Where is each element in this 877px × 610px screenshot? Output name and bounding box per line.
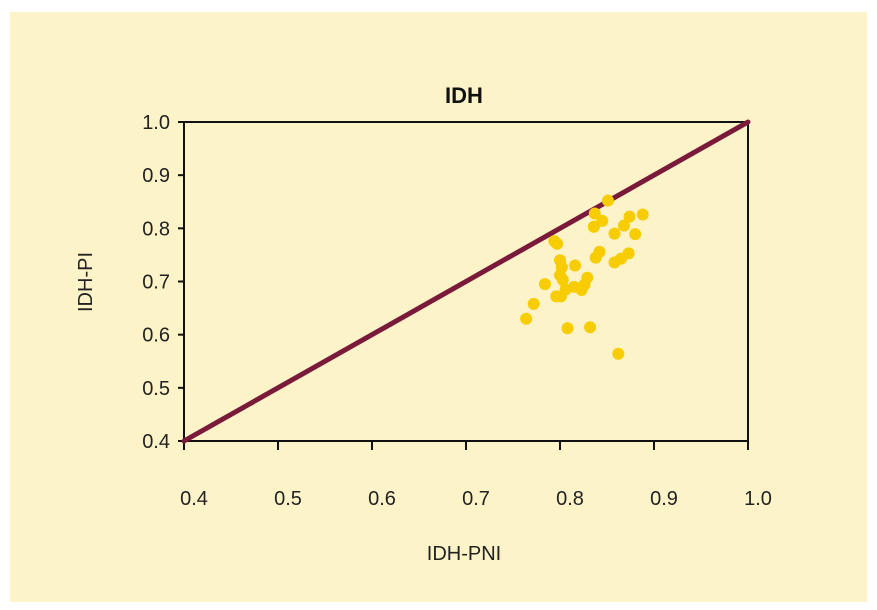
data-point	[561, 322, 574, 335]
y-tick-label: 0.5	[142, 378, 170, 400]
data-point	[556, 273, 569, 286]
data-point	[623, 210, 636, 223]
data-point	[554, 290, 567, 303]
chart-title: IDH	[445, 83, 483, 108]
x-tick-label: 1.0	[744, 488, 772, 510]
x-axis-label: IDH-PNI	[427, 543, 501, 565]
data-point	[608, 227, 621, 240]
chart-panel	[10, 12, 867, 602]
data-point	[612, 347, 625, 360]
data-point	[587, 220, 600, 233]
data-point	[520, 312, 533, 325]
x-tick-label: 0.4	[180, 488, 208, 510]
x-tick-label: 0.9	[650, 488, 678, 510]
x-tick-label: 0.5	[274, 488, 302, 510]
data-point	[584, 321, 597, 334]
x-tick-label: 0.6	[368, 488, 396, 510]
y-tick-label: 0.6	[142, 325, 170, 347]
data-point	[588, 207, 601, 220]
data-point	[629, 228, 642, 241]
data-point	[527, 297, 540, 310]
plot-area: 1.0 0.9 0.8 0.7 0.6 0.5 0.4 0.4 0.5 0.6 0.7 0.8 0.9 1…	[142, 112, 772, 510]
data-point	[569, 259, 582, 272]
data-point	[617, 219, 630, 232]
y-tick-label: 0.8	[142, 218, 170, 240]
reference-line	[181, 119, 751, 444]
x-tick-label: 0.7	[462, 488, 490, 510]
data-point	[538, 278, 551, 291]
y-axis-label: IDH-PI	[75, 252, 97, 312]
data-point	[551, 237, 564, 250]
data-point	[601, 194, 614, 207]
y-tick-label: 0.4	[142, 431, 170, 453]
y-tick-label: 1.0	[142, 112, 170, 134]
x-tick-label: 0.8	[556, 488, 584, 510]
data-point	[596, 214, 609, 227]
data-point	[636, 208, 649, 221]
data-point	[589, 251, 602, 264]
data-point	[568, 280, 581, 293]
y-tick-label: 0.7	[142, 272, 170, 294]
data-point	[608, 256, 621, 269]
y-tick-label: 0.9	[142, 165, 170, 187]
